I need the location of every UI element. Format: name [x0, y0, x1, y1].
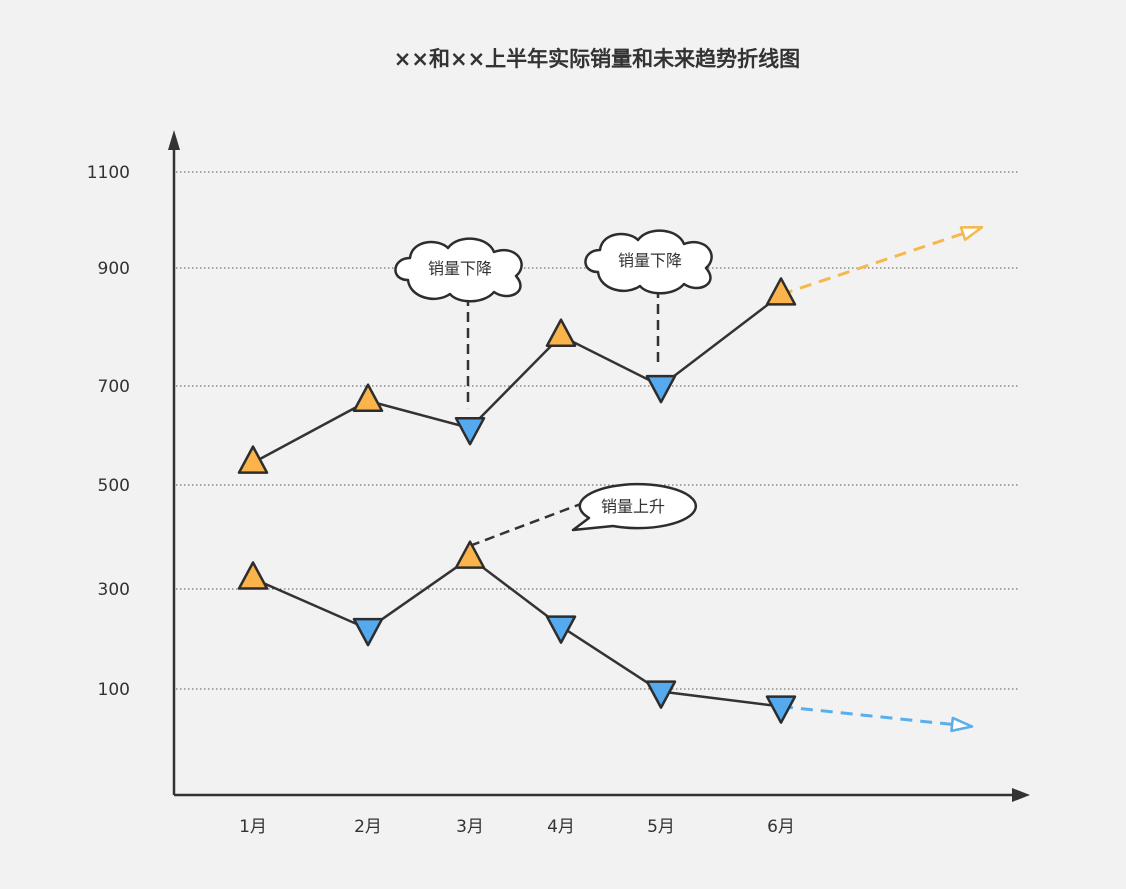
marker-up-triangle	[765, 277, 797, 306]
marker-down-triangle	[645, 374, 677, 404]
trend-projection-line	[780, 705, 953, 726]
chart-title: ××和××上半年实际销量和未来趋势折线图	[394, 47, 800, 71]
marker-up-triangle	[237, 561, 269, 590]
marker-up-triangle	[237, 445, 269, 474]
marker-up-triangle	[352, 383, 384, 412]
series-line	[252, 293, 782, 464]
speech-callout: 销量上升	[469, 482, 698, 547]
cloud-callout: 销量下降	[584, 229, 713, 366]
trend-projection-line	[780, 232, 964, 296]
y-tick-label: 1100	[87, 163, 130, 183]
marker-down-triangle	[645, 680, 677, 709]
series-line	[252, 556, 782, 708]
marker-down-triangle	[765, 695, 797, 724]
y-axis-ticks: 1100 900 700 500 300 100	[87, 163, 130, 700]
x-tick-label: 3月	[456, 817, 484, 837]
x-tick-label: 2月	[354, 817, 382, 837]
x-tick-label: 1月	[239, 817, 267, 837]
axes	[168, 130, 1030, 802]
callout-text: 销量下降	[618, 251, 682, 270]
callout-text: 销量下降	[428, 259, 492, 278]
y-tick-label: 300	[98, 580, 130, 600]
marker-down-triangle	[352, 617, 384, 647]
x-tick-label: 4月	[547, 817, 575, 837]
series-lines	[252, 293, 782, 708]
y-tick-label: 500	[98, 476, 130, 496]
trend-arrow-head	[959, 225, 984, 241]
x-axis-ticks: 1月 2月 3月 4月 5月 6月	[239, 817, 795, 837]
y-axis-arrow	[168, 130, 180, 150]
x-tick-label: 5月	[647, 817, 675, 837]
gridlines	[176, 171, 1020, 690]
trend-arrow-head	[950, 716, 974, 733]
marker-up-triangle	[545, 318, 577, 347]
x-axis-arrow	[1012, 788, 1030, 802]
trend-projections	[780, 225, 984, 733]
marker-down-triangle	[454, 416, 486, 446]
y-tick-label: 900	[98, 259, 130, 279]
y-tick-label: 100	[98, 680, 130, 700]
marker-up-triangle	[454, 540, 486, 569]
series-markers	[237, 277, 797, 724]
marker-down-triangle	[545, 615, 577, 644]
cloud-callout: 销量下降	[394, 237, 523, 409]
x-tick-label: 6月	[767, 817, 795, 837]
speech-bubble-shape	[571, 482, 698, 532]
cloud-shape	[584, 229, 713, 295]
callout-text: 销量上升	[601, 497, 665, 516]
cloud-shape	[394, 237, 523, 303]
callout-connector	[469, 500, 587, 547]
y-tick-label: 700	[98, 377, 130, 397]
